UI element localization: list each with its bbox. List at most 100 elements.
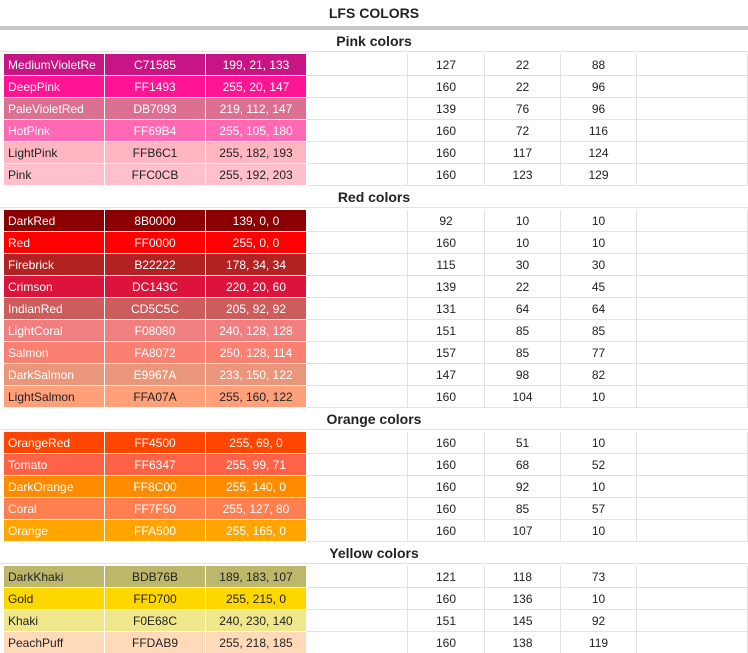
cell: 255, 20, 147 xyxy=(206,76,307,98)
cell xyxy=(307,320,408,342)
cell: 85 xyxy=(485,342,561,364)
cell xyxy=(307,164,408,186)
cell xyxy=(307,520,408,542)
cell: 255, 127, 80 xyxy=(206,498,307,520)
cell: C71585 xyxy=(105,54,206,76)
cell xyxy=(637,632,748,653)
cell xyxy=(307,588,408,610)
cell: 160 xyxy=(408,454,485,476)
cell xyxy=(307,210,408,232)
cell: Pink xyxy=(4,164,105,186)
cell xyxy=(637,254,748,276)
cell: 205, 92, 92 xyxy=(206,298,307,320)
cell: LightPink xyxy=(4,142,105,164)
cell: DarkOrange xyxy=(4,476,105,498)
cell: DarkKhaki xyxy=(4,566,105,588)
cell: 45 xyxy=(561,276,637,298)
cell: DeepPink xyxy=(4,76,105,98)
cell: 255, 218, 185 xyxy=(206,632,307,653)
cell: 160 xyxy=(408,120,485,142)
cell xyxy=(307,142,408,164)
cell: 77 xyxy=(561,342,637,364)
cell xyxy=(307,276,408,298)
cell xyxy=(307,386,408,408)
cell xyxy=(307,566,408,588)
cell: 255, 99, 71 xyxy=(206,454,307,476)
cell xyxy=(307,98,408,120)
cell: 30 xyxy=(485,254,561,276)
cell: 255, 182, 193 xyxy=(206,142,307,164)
cell: F0E68C xyxy=(105,610,206,632)
cell: FFDAB9 xyxy=(105,632,206,653)
cell: 92 xyxy=(561,610,637,632)
cell: FF8C00 xyxy=(105,476,206,498)
cell: 147 xyxy=(408,364,485,386)
cell: DarkSalmon xyxy=(4,364,105,386)
cell xyxy=(307,254,408,276)
cell: Firebrick xyxy=(4,254,105,276)
cell xyxy=(637,588,748,610)
cell: 255, 160, 122 xyxy=(206,386,307,408)
cell xyxy=(307,498,408,520)
cell xyxy=(637,76,748,98)
cell: 123 xyxy=(485,164,561,186)
cell: 178, 34, 34 xyxy=(206,254,307,276)
cell xyxy=(637,210,748,232)
cell: 255, 0, 0 xyxy=(206,232,307,254)
cell xyxy=(637,432,748,454)
cell: Gold xyxy=(4,588,105,610)
cell: 117 xyxy=(485,142,561,164)
cell: F08080 xyxy=(105,320,206,342)
cell: LightCoral xyxy=(4,320,105,342)
cell xyxy=(307,454,408,476)
cell: 10 xyxy=(561,432,637,454)
cell: LightSalmon xyxy=(4,386,105,408)
cell: 240, 128, 128 xyxy=(206,320,307,342)
cell: Coral xyxy=(4,498,105,520)
cell: 160 xyxy=(408,588,485,610)
cell: 138 xyxy=(485,632,561,653)
cell xyxy=(637,142,748,164)
cell: MediumVioletRe xyxy=(4,54,105,76)
cell: 82 xyxy=(561,364,637,386)
cell: FF6347 xyxy=(105,454,206,476)
cell: 57 xyxy=(561,498,637,520)
cell xyxy=(307,610,408,632)
cell xyxy=(637,364,748,386)
cell: 30 xyxy=(561,254,637,276)
cell: 118 xyxy=(485,566,561,588)
cell: 151 xyxy=(408,320,485,342)
cell: 85 xyxy=(485,320,561,342)
section-header: Orange colors xyxy=(0,408,748,430)
cell: 160 xyxy=(408,632,485,653)
cell: 220, 20, 60 xyxy=(206,276,307,298)
cell xyxy=(637,476,748,498)
cell: 10 xyxy=(561,520,637,542)
cell: E9967A xyxy=(105,364,206,386)
cell: 73 xyxy=(561,566,637,588)
cell: Khaki xyxy=(4,610,105,632)
cell: FFC0CB xyxy=(105,164,206,186)
cell xyxy=(637,566,748,588)
cell: 22 xyxy=(485,76,561,98)
cell: 64 xyxy=(485,298,561,320)
cell: 52 xyxy=(561,454,637,476)
cell: 96 xyxy=(561,76,637,98)
cell: 10 xyxy=(561,210,637,232)
cell: 240, 230, 140 xyxy=(206,610,307,632)
cell: FF69B4 xyxy=(105,120,206,142)
cell: 64 xyxy=(561,298,637,320)
cell: FA8072 xyxy=(105,342,206,364)
cell: 76 xyxy=(485,98,561,120)
cell: 160 xyxy=(408,476,485,498)
cell xyxy=(637,54,748,76)
frozen-rule xyxy=(0,26,748,30)
cell xyxy=(637,520,748,542)
cell: 51 xyxy=(485,432,561,454)
cell: CD5C5C xyxy=(105,298,206,320)
cell: 255, 215, 0 xyxy=(206,588,307,610)
cell: 121 xyxy=(408,566,485,588)
cell: 136 xyxy=(485,588,561,610)
cell: 10 xyxy=(561,232,637,254)
